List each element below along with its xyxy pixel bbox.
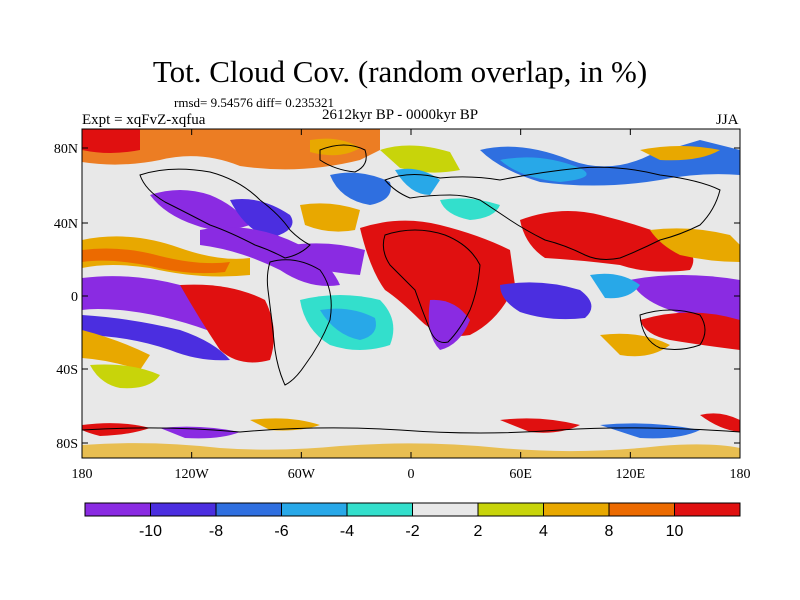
y-tick-label: 40S [56,363,78,378]
colorbar-label: 10 [666,523,684,540]
season-label: JJA [716,112,739,128]
anomaly-field [82,129,740,458]
x-tick-label: 120E [616,467,646,482]
colorbar-swatch [150,502,217,517]
y-tick-label: 0 [71,290,78,305]
colorbar-label: -6 [274,523,288,540]
colorbar-label: 4 [539,523,548,540]
colorbar-label: -8 [209,523,223,540]
colorbar-swatch [543,502,610,517]
x-tick-label: 60W [288,467,316,482]
chart-title: Tot. Cloud Cov. (random overlap, in %) [152,54,648,89]
x-tick-label: 120W [175,467,210,482]
y-tick-label: 80S [56,437,78,452]
colorbar-swatch [84,502,151,517]
experiment-label: Expt = xqFvZ-xqfua [82,112,206,128]
x-tick-label: 180 [72,467,93,482]
colorbar-swatch [477,502,544,517]
y-tick-label: 40N [54,217,78,232]
colorbar: -10 -8 -6 -4 -2 2 4 8 10 [84,502,741,540]
colorbar-swatch [281,502,348,517]
colorbar-swatch [674,502,741,517]
y-tick-label: 80N [54,142,78,157]
stats-subtitle: rmsd= 9.54576 diff= 0.235321 [174,95,334,110]
colorbar-label: -2 [405,523,419,540]
coastlines [82,144,740,434]
x-tick-label: 180 [730,467,751,482]
colorbar-swatch [608,502,675,517]
colorbar-swatch [412,502,479,517]
colorbar-label: 8 [605,523,614,540]
colorbar-label: 2 [474,523,483,540]
colorbar-swatch [346,502,413,517]
x-axis: 180 120W 60W 0 60E 120E 180 [72,129,751,482]
x-tick-label: 0 [408,467,415,482]
colorbar-swatch [215,502,282,517]
colorbar-label: -10 [139,523,162,540]
colorbar-label: -4 [340,523,354,540]
period-subtitle: 2612kyr BP - 0000kyr BP [322,107,479,123]
y-axis: 80N 40N 0 40S 80S [54,142,740,452]
x-tick-label: 60E [509,467,532,482]
